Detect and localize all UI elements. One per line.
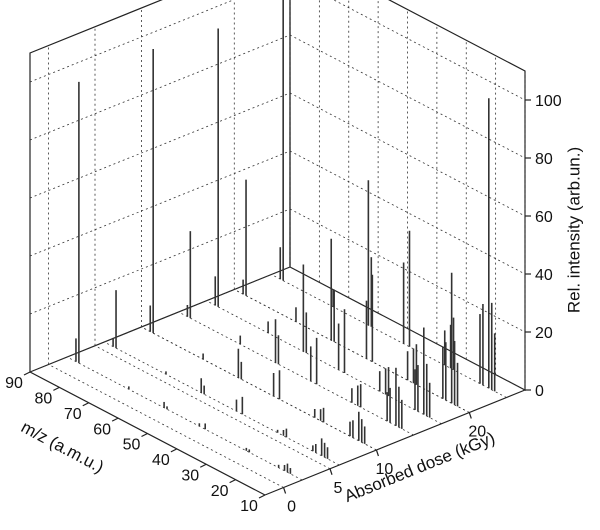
x-tick-label: 70 xyxy=(64,406,82,423)
x-tick-label: 30 xyxy=(181,467,199,484)
x-tick-label: 80 xyxy=(34,391,52,408)
grid-line xyxy=(94,345,331,470)
grid-line xyxy=(29,208,291,315)
z-tick-label: 0 xyxy=(535,383,544,400)
tick-mark xyxy=(82,402,90,407)
baseline xyxy=(141,326,377,451)
x-tick-label: 20 xyxy=(211,483,229,500)
tick-mark xyxy=(329,468,333,475)
y-tick-label: 10 xyxy=(376,461,394,478)
tick-mark xyxy=(229,479,236,484)
z-tick-label: 80 xyxy=(535,151,553,168)
x-tick-label: 90 xyxy=(5,375,23,392)
tick-mark xyxy=(111,417,119,422)
x-tick-label: 10 xyxy=(240,498,258,515)
baseline xyxy=(104,341,340,466)
grid-line xyxy=(333,0,526,101)
x-tick-label: 40 xyxy=(152,452,170,469)
grid-line xyxy=(289,150,526,275)
y-tick-label: 5 xyxy=(334,480,343,497)
tick-mark xyxy=(170,448,178,453)
grid-line xyxy=(29,34,291,141)
grid-line xyxy=(29,0,235,83)
tick-mark xyxy=(283,487,287,494)
baseline xyxy=(206,300,442,425)
tick-mark xyxy=(141,432,148,438)
grid-line xyxy=(289,208,526,333)
grid-line xyxy=(29,150,291,257)
wall-frame xyxy=(29,0,291,373)
baseline xyxy=(271,274,507,398)
y-tick-label: 0 xyxy=(287,499,296,516)
tick-mark xyxy=(53,386,60,391)
floor-edge xyxy=(264,389,526,496)
grid-line xyxy=(289,92,526,217)
grid-line xyxy=(289,266,526,391)
z-tick-label: 20 xyxy=(535,325,553,342)
tick-mark xyxy=(375,449,379,457)
z-axis-title: Rel. intensity (arb.un.) xyxy=(564,147,583,313)
y-tick-label: 20 xyxy=(468,424,486,441)
grid-line xyxy=(289,34,526,159)
tick-mark xyxy=(23,371,31,376)
grid-line xyxy=(29,92,291,199)
grid-line xyxy=(48,364,284,488)
baseline xyxy=(178,311,414,436)
z-tick-label: 100 xyxy=(535,93,562,110)
tick-mark xyxy=(199,463,207,468)
x-tick-label: 60 xyxy=(93,421,111,438)
grid-line xyxy=(29,266,291,373)
baseline xyxy=(234,289,470,413)
tick-mark xyxy=(468,412,472,419)
x-tick-label: 50 xyxy=(123,437,141,454)
baseline xyxy=(66,356,303,481)
z-tick-label: 60 xyxy=(535,209,553,226)
tick-mark xyxy=(258,494,266,499)
z-tick-label: 40 xyxy=(535,267,553,284)
